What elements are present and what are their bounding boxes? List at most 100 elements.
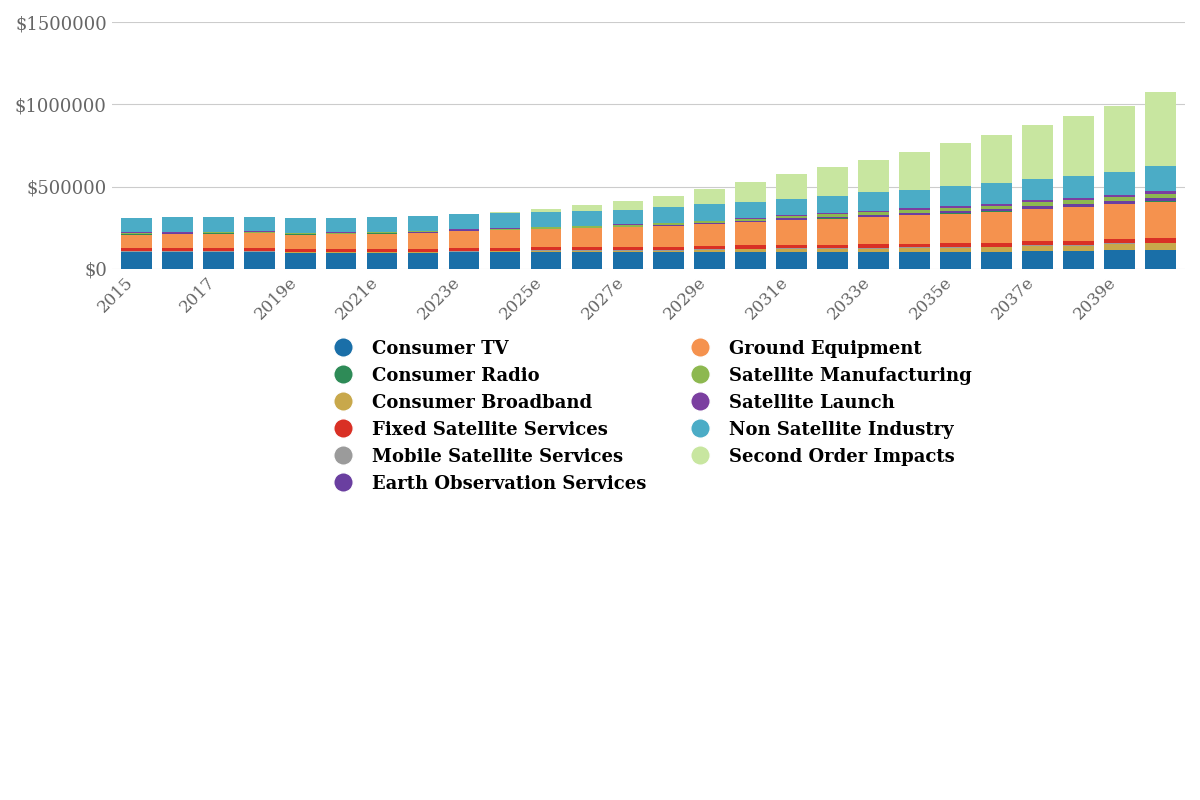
Bar bbox=[530, 230, 562, 247]
Bar bbox=[817, 219, 848, 245]
Bar bbox=[1104, 201, 1135, 204]
Bar bbox=[244, 232, 275, 233]
Bar bbox=[367, 217, 397, 232]
Bar bbox=[244, 252, 275, 269]
Bar bbox=[941, 208, 971, 210]
Bar bbox=[817, 251, 848, 269]
Bar bbox=[612, 225, 643, 226]
Bar bbox=[1145, 92, 1176, 166]
Bar bbox=[490, 211, 521, 214]
Bar bbox=[284, 252, 316, 254]
Bar bbox=[858, 159, 889, 193]
Bar bbox=[1022, 250, 1052, 269]
Bar bbox=[695, 249, 725, 250]
Bar bbox=[449, 250, 479, 251]
Bar bbox=[941, 143, 971, 186]
Bar bbox=[982, 251, 1012, 269]
Bar bbox=[571, 251, 602, 252]
Bar bbox=[408, 252, 438, 254]
Bar bbox=[1063, 207, 1094, 241]
Bar bbox=[203, 252, 234, 269]
Bar bbox=[490, 214, 521, 228]
Bar bbox=[1145, 242, 1176, 243]
Bar bbox=[695, 225, 725, 246]
Bar bbox=[408, 231, 438, 232]
Bar bbox=[654, 246, 684, 250]
Bar bbox=[162, 248, 193, 250]
Bar bbox=[1104, 197, 1135, 201]
Bar bbox=[162, 218, 193, 232]
Bar bbox=[899, 244, 930, 247]
Bar bbox=[530, 250, 562, 251]
Bar bbox=[121, 250, 151, 251]
Bar bbox=[284, 233, 316, 234]
Bar bbox=[367, 252, 397, 254]
Bar bbox=[982, 204, 1012, 206]
Bar bbox=[858, 217, 889, 244]
Bar bbox=[367, 232, 397, 233]
Bar bbox=[941, 247, 971, 248]
Bar bbox=[817, 217, 848, 218]
Bar bbox=[858, 249, 889, 251]
Bar bbox=[654, 196, 684, 207]
Bar bbox=[571, 252, 602, 269]
Bar bbox=[612, 252, 643, 269]
Bar bbox=[490, 251, 521, 252]
Bar bbox=[817, 196, 848, 214]
Bar bbox=[736, 182, 766, 202]
Bar bbox=[982, 212, 1012, 242]
Bar bbox=[695, 246, 725, 249]
Bar bbox=[244, 248, 275, 250]
Bar bbox=[284, 254, 316, 269]
Bar bbox=[1022, 241, 1052, 246]
Bar bbox=[736, 221, 766, 222]
Bar bbox=[121, 252, 151, 269]
Bar bbox=[203, 248, 234, 250]
Bar bbox=[203, 232, 234, 233]
Bar bbox=[736, 202, 766, 218]
Bar bbox=[899, 190, 930, 209]
Bar bbox=[1063, 198, 1094, 200]
Bar bbox=[612, 251, 643, 252]
Bar bbox=[162, 234, 193, 248]
Bar bbox=[858, 214, 889, 217]
Bar bbox=[449, 231, 479, 248]
Bar bbox=[941, 214, 971, 243]
Bar bbox=[736, 222, 766, 246]
Bar bbox=[244, 250, 275, 251]
Bar bbox=[203, 251, 234, 252]
Bar bbox=[367, 251, 397, 252]
Bar bbox=[1104, 239, 1135, 243]
Legend: Consumer TV, Consumer Radio, Consumer Broadband, Fixed Satellite Services, Mobil: Consumer TV, Consumer Radio, Consumer Br… bbox=[325, 339, 972, 493]
Bar bbox=[654, 207, 684, 223]
Bar bbox=[776, 174, 808, 199]
Bar bbox=[776, 245, 808, 248]
Bar bbox=[858, 210, 889, 212]
Bar bbox=[899, 247, 930, 248]
Bar bbox=[571, 226, 602, 227]
Bar bbox=[408, 216, 438, 231]
Bar bbox=[899, 215, 930, 244]
Bar bbox=[736, 246, 766, 249]
Bar bbox=[612, 247, 643, 250]
Bar bbox=[1063, 245, 1094, 246]
Bar bbox=[776, 199, 808, 215]
Bar bbox=[203, 250, 234, 251]
Bar bbox=[776, 218, 808, 220]
Bar bbox=[612, 202, 643, 210]
Bar bbox=[776, 220, 808, 245]
Bar bbox=[1104, 244, 1135, 250]
Bar bbox=[899, 152, 930, 190]
Bar bbox=[982, 206, 1012, 209]
Bar bbox=[490, 252, 521, 269]
Bar bbox=[1104, 106, 1135, 171]
Bar bbox=[1022, 179, 1052, 200]
Bar bbox=[325, 218, 356, 232]
Bar bbox=[325, 251, 356, 252]
Bar bbox=[1063, 204, 1094, 206]
Bar bbox=[1145, 194, 1176, 198]
Bar bbox=[1104, 243, 1135, 244]
Bar bbox=[408, 249, 438, 251]
Bar bbox=[858, 251, 889, 269]
Bar bbox=[858, 248, 889, 249]
